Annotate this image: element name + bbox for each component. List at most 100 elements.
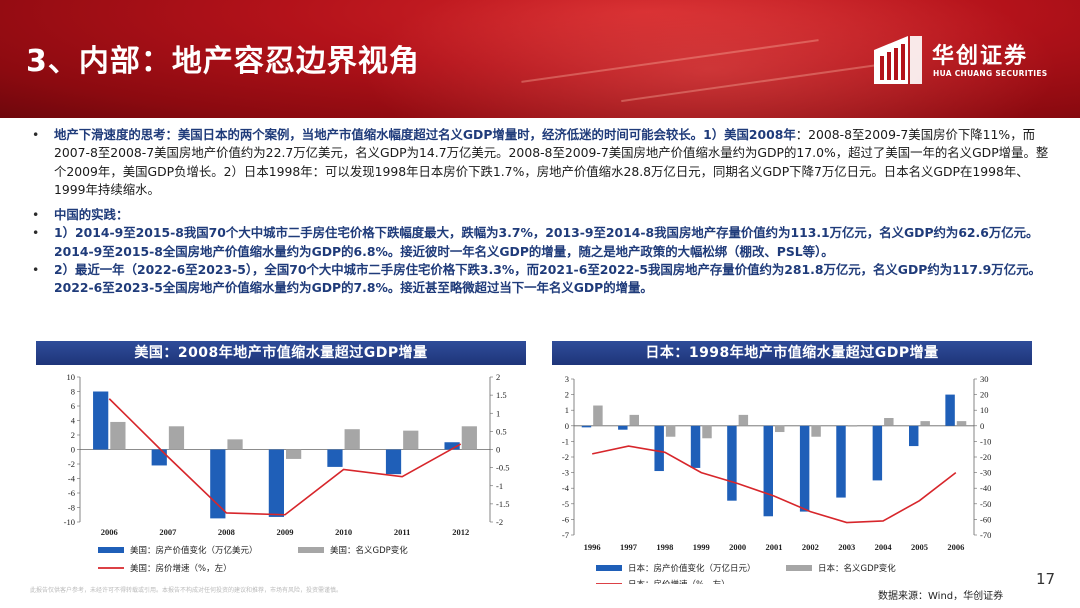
page-title: 3、内部：地产容忍边界视角 bbox=[26, 44, 420, 79]
jp-price-line bbox=[592, 445, 957, 524]
bullet-1-bold: 地产下滑速度的思考：美国日本的两个案例，当地产市值缩水幅度超过名义GDP增量时，… bbox=[54, 127, 796, 142]
jp-right-tick-label: 0 bbox=[980, 421, 984, 431]
jp-bar-asset bbox=[581, 425, 592, 428]
jp-left-tick-label: -2 bbox=[562, 452, 569, 462]
jp-x-tick-label: 1999 bbox=[693, 542, 710, 552]
bullet-4-text: 2）最近一年（2022-6至2023-5），全国70个大中城市二手房住宅价格下跌… bbox=[54, 262, 1041, 296]
us-left-tick-label: -4 bbox=[68, 474, 76, 484]
us-right-tick-label: -2 bbox=[496, 517, 503, 527]
us-left-tick-label: 8 bbox=[71, 387, 75, 397]
jp-x-tick-label: 1998 bbox=[656, 542, 673, 552]
us-bar-gdp bbox=[286, 449, 302, 459]
us-right-tick-label: -1 bbox=[496, 481, 503, 491]
jp-left-tick-label: 3 bbox=[565, 374, 569, 384]
us-right-tick-label: 1 bbox=[496, 408, 500, 418]
jp-x-tick-label: 2000 bbox=[729, 542, 746, 552]
jp-right-tick-label: 10 bbox=[980, 405, 989, 415]
jp-bar-gdp bbox=[884, 418, 894, 426]
us-left-tick-label: 0 bbox=[71, 445, 75, 455]
jp-bar-asset bbox=[618, 425, 628, 430]
us-x-tick-label: 2008 bbox=[218, 527, 235, 537]
us-x-tick-label: 2007 bbox=[159, 527, 177, 537]
header-banner: 3、内部：地产容忍边界视角 华创证券 HUA CHUANG SECURITIES bbox=[0, 0, 1080, 118]
us-right-tick-label: 0.5 bbox=[496, 426, 507, 436]
jp-left-tick-label: -7 bbox=[562, 530, 569, 540]
bullet-3-text: 1）2014-9至2015-8我国70个大中城市二手房住宅价格下跌幅度最大，跌幅… bbox=[54, 225, 1039, 259]
logo-mark-icon bbox=[874, 36, 922, 84]
jp-x-tick-label: 2003 bbox=[838, 542, 855, 552]
bullet-dot-icon: • bbox=[32, 225, 40, 241]
jp-bar-gdp bbox=[920, 421, 930, 426]
bullet-1-text: ：2008-8至2009-7美国房价下降11%，而2007-8至2008-7美国… bbox=[54, 127, 1049, 197]
us-left-tick-label: 4 bbox=[71, 416, 76, 426]
jp-x-tick-label: 2004 bbox=[875, 542, 893, 552]
jp-bar-gdp bbox=[593, 405, 603, 426]
jp-bar-asset bbox=[654, 425, 664, 472]
jp-bar-gdp bbox=[775, 425, 785, 433]
bullet-list: • 地产下滑速度的思考：美国日本的两个案例，当地产市值缩水幅度超过名义GDP增量… bbox=[30, 126, 1060, 298]
jp-x-tick-label: 2002 bbox=[802, 542, 819, 552]
us-bar-gdp bbox=[110, 421, 126, 450]
jp-bar-gdp bbox=[702, 425, 712, 439]
jp-right-tick-label: -30 bbox=[980, 468, 991, 478]
us-right-tick-label: 1.5 bbox=[496, 390, 507, 400]
jp-left-tick-label: -4 bbox=[562, 483, 570, 493]
us-left-tick-label: 6 bbox=[71, 401, 75, 411]
disclaimer-text: 此报告仅供客户参考，未经许可不得转载或引用。本报告不构成对任何投资的建议和推荐，… bbox=[30, 587, 343, 594]
jp-bar-gdp bbox=[811, 425, 821, 437]
jp-bar-asset bbox=[836, 425, 846, 498]
jp-bar-asset bbox=[945, 394, 955, 426]
jp-bar-gdp bbox=[847, 425, 858, 427]
us-bar-gdp bbox=[344, 429, 360, 450]
us-legend-swatch-gdp bbox=[298, 547, 324, 553]
brand-logo: 华创证券 HUA CHUANG SECURITIES bbox=[866, 34, 1066, 92]
us-legend-swatch-asset bbox=[98, 547, 124, 553]
jp-bar-gdp bbox=[665, 425, 676, 437]
us-x-tick-label: 2006 bbox=[101, 527, 118, 537]
jp-legend-swatch-asset bbox=[596, 565, 622, 571]
jp-legend-label-asset: 日本：房产价值变化（万亿日元） bbox=[628, 563, 756, 574]
us-chart-title: 美国：2008年地产市值缩水量超过GDP增量 bbox=[36, 341, 526, 365]
us-price-line bbox=[108, 398, 462, 516]
us-left-tick-label: 10 bbox=[67, 372, 76, 382]
bullet-item: • 中国的实践： bbox=[30, 206, 1060, 224]
jp-right-tick-label: 30 bbox=[980, 374, 989, 384]
us-bar-asset bbox=[151, 449, 167, 466]
us-left-tick-label: -2 bbox=[68, 459, 75, 469]
us-legend-label-asset: 美国：房产价值变化（万亿美元） bbox=[130, 545, 258, 556]
jp-x-tick-label: 2001 bbox=[766, 542, 783, 552]
logo-english-name: HUA CHUANG SECURITIES bbox=[933, 69, 1048, 78]
jp-legend-label-gdp: 日本：名义GDP变化 bbox=[818, 563, 896, 574]
us-x-tick-label: 2012 bbox=[452, 527, 469, 537]
us-bar-asset bbox=[385, 449, 402, 475]
us-chart-panel: 美国：2008年地产市值缩水量超过GDP增量 10 8 6 4 2 0 -2 -4 -6 -8 -1… bbox=[36, 341, 526, 581]
jp-bar-asset bbox=[763, 425, 773, 517]
jp-right-tick-label: -50 bbox=[980, 499, 991, 509]
us-bar-gdp bbox=[461, 426, 477, 450]
bullet-item: • 2）最近一年（2022-6至2023-5），全国70个大中城市二手房住宅价格… bbox=[30, 261, 1060, 298]
jp-right-tick-label: -40 bbox=[980, 483, 991, 493]
jp-chart-title: 日本：1998年地产市值缩水量超过GDP增量 bbox=[552, 341, 1032, 365]
us-bar-asset bbox=[210, 449, 226, 519]
jp-x-tick-label: 1996 bbox=[584, 542, 601, 552]
bullet-dot-icon: • bbox=[32, 262, 40, 278]
jp-right-tick-label: -20 bbox=[980, 452, 991, 462]
bullet-dot-icon: • bbox=[32, 127, 40, 142]
jp-left-tick-label: -3 bbox=[562, 468, 569, 478]
data-source: 数据来源：Wind，华创证券 bbox=[878, 591, 1004, 602]
us-bar-asset bbox=[268, 449, 284, 517]
jp-legend-swatch-gdp bbox=[786, 565, 812, 571]
banner-sheen bbox=[360, 0, 1060, 118]
us-bar-asset bbox=[444, 442, 460, 450]
jp-right-tick-label: -70 bbox=[980, 530, 991, 540]
us-right-tick-label: 0 bbox=[496, 445, 500, 455]
jp-bar-asset bbox=[909, 425, 919, 447]
jp-left-tick-label: -5 bbox=[562, 499, 569, 509]
us-bar-gdp bbox=[227, 439, 243, 450]
jp-legend-label-line: 日本：房价增速（%，左） bbox=[628, 579, 730, 584]
jp-bar-asset bbox=[727, 425, 737, 501]
jp-left-tick-label: -1 bbox=[562, 436, 569, 446]
logo-chinese-name: 华创证券 bbox=[932, 44, 1029, 69]
jp-left-tick-label: 2 bbox=[565, 390, 569, 400]
bullet-dot-icon: • bbox=[32, 207, 40, 223]
